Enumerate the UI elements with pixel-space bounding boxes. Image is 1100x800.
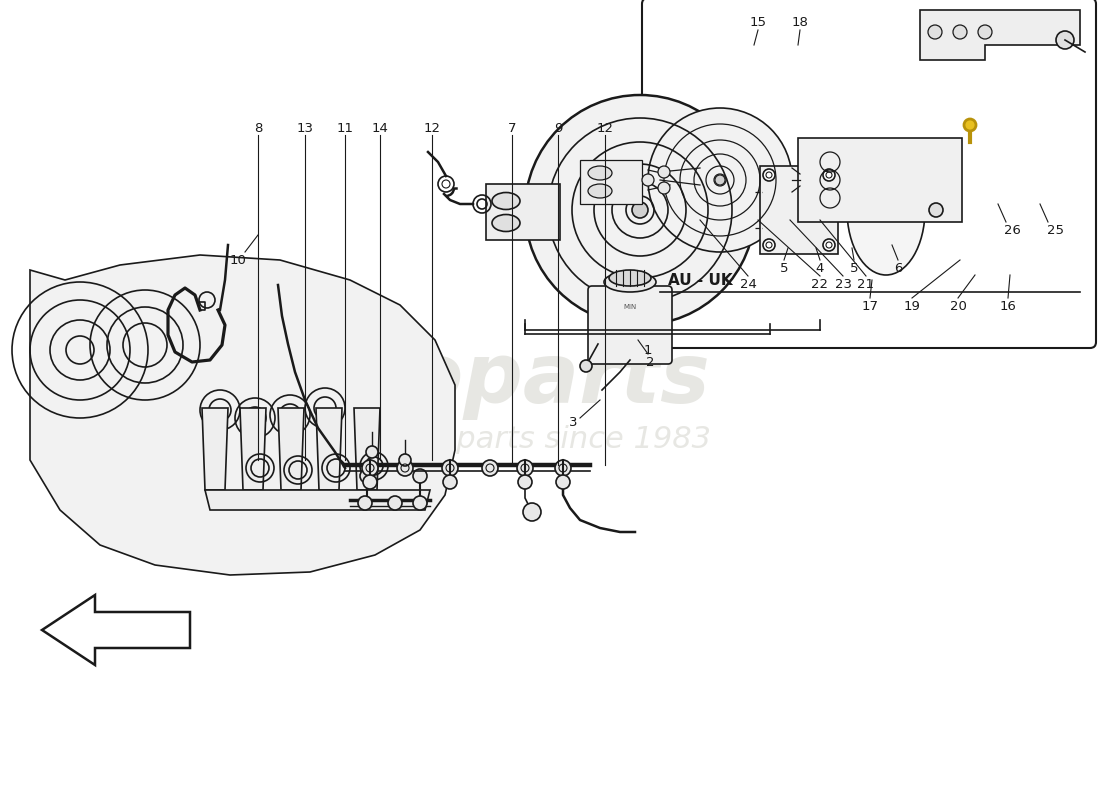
Text: 11: 11 xyxy=(337,122,353,134)
Circle shape xyxy=(978,25,992,39)
Circle shape xyxy=(658,182,670,194)
Text: 13: 13 xyxy=(297,122,313,134)
Text: 4: 4 xyxy=(816,262,824,274)
Ellipse shape xyxy=(847,145,925,275)
FancyBboxPatch shape xyxy=(798,138,962,222)
Circle shape xyxy=(556,475,570,489)
Circle shape xyxy=(964,119,976,131)
Circle shape xyxy=(442,460,458,476)
Text: 5: 5 xyxy=(849,262,858,274)
Circle shape xyxy=(580,360,592,372)
Text: 12: 12 xyxy=(424,122,440,134)
Circle shape xyxy=(397,460,412,476)
Text: 15: 15 xyxy=(749,15,767,29)
Text: 21: 21 xyxy=(858,278,874,290)
Text: 1: 1 xyxy=(644,344,652,357)
Circle shape xyxy=(823,239,835,251)
Text: 14: 14 xyxy=(372,122,388,134)
Text: 22: 22 xyxy=(812,278,828,290)
Text: 2: 2 xyxy=(646,355,654,369)
Polygon shape xyxy=(580,160,642,204)
Text: 10: 10 xyxy=(230,254,246,266)
Text: 20: 20 xyxy=(949,299,967,313)
Text: 5: 5 xyxy=(780,262,789,274)
Circle shape xyxy=(953,25,967,39)
Ellipse shape xyxy=(492,193,520,210)
Text: AU - UK: AU - UK xyxy=(668,273,733,288)
Circle shape xyxy=(642,174,654,186)
Text: 17: 17 xyxy=(861,299,879,313)
FancyBboxPatch shape xyxy=(760,166,838,254)
Circle shape xyxy=(763,169,776,181)
Circle shape xyxy=(399,454,411,466)
Text: 23: 23 xyxy=(835,278,851,290)
Circle shape xyxy=(658,166,670,178)
Polygon shape xyxy=(202,408,228,490)
Polygon shape xyxy=(205,490,430,510)
Text: 9: 9 xyxy=(553,122,562,134)
Circle shape xyxy=(525,95,755,325)
Circle shape xyxy=(360,469,374,483)
Polygon shape xyxy=(42,595,190,665)
Polygon shape xyxy=(354,408,379,490)
Text: 19: 19 xyxy=(903,299,921,313)
Text: 8: 8 xyxy=(254,122,262,134)
Text: 26: 26 xyxy=(1003,223,1021,237)
Circle shape xyxy=(648,108,792,252)
Polygon shape xyxy=(30,255,455,575)
Circle shape xyxy=(930,203,943,217)
Polygon shape xyxy=(920,10,1080,60)
Circle shape xyxy=(366,446,378,458)
Polygon shape xyxy=(316,408,342,490)
Circle shape xyxy=(482,460,498,476)
Text: a passion for parts since 1983: a passion for parts since 1983 xyxy=(250,426,711,454)
Ellipse shape xyxy=(588,184,612,198)
Ellipse shape xyxy=(609,270,651,286)
Circle shape xyxy=(823,169,835,181)
FancyBboxPatch shape xyxy=(588,286,672,364)
Text: 3: 3 xyxy=(569,415,578,429)
Polygon shape xyxy=(486,184,560,240)
Circle shape xyxy=(632,202,648,218)
Circle shape xyxy=(412,496,427,510)
Circle shape xyxy=(412,469,427,483)
Circle shape xyxy=(763,239,776,251)
Circle shape xyxy=(362,460,378,476)
Circle shape xyxy=(518,475,532,489)
Text: 24: 24 xyxy=(739,278,757,290)
Circle shape xyxy=(363,475,377,489)
Circle shape xyxy=(522,503,541,521)
Polygon shape xyxy=(278,408,304,490)
Text: 6: 6 xyxy=(894,262,902,274)
Text: 18: 18 xyxy=(792,15,808,29)
Circle shape xyxy=(928,25,942,39)
Circle shape xyxy=(443,475,456,489)
Text: 7: 7 xyxy=(508,122,516,134)
Circle shape xyxy=(388,496,401,510)
Circle shape xyxy=(517,460,534,476)
Circle shape xyxy=(1056,31,1074,49)
Text: 16: 16 xyxy=(1000,299,1016,313)
Ellipse shape xyxy=(588,166,612,180)
Text: europarts: europarts xyxy=(250,339,711,421)
Text: 12: 12 xyxy=(596,122,614,134)
Circle shape xyxy=(715,175,725,185)
Circle shape xyxy=(556,460,571,476)
Text: 25: 25 xyxy=(1046,223,1064,237)
Polygon shape xyxy=(240,408,266,490)
FancyBboxPatch shape xyxy=(642,0,1096,348)
Ellipse shape xyxy=(604,272,656,292)
Text: MIN: MIN xyxy=(624,304,637,310)
Ellipse shape xyxy=(492,214,520,231)
Circle shape xyxy=(358,496,372,510)
